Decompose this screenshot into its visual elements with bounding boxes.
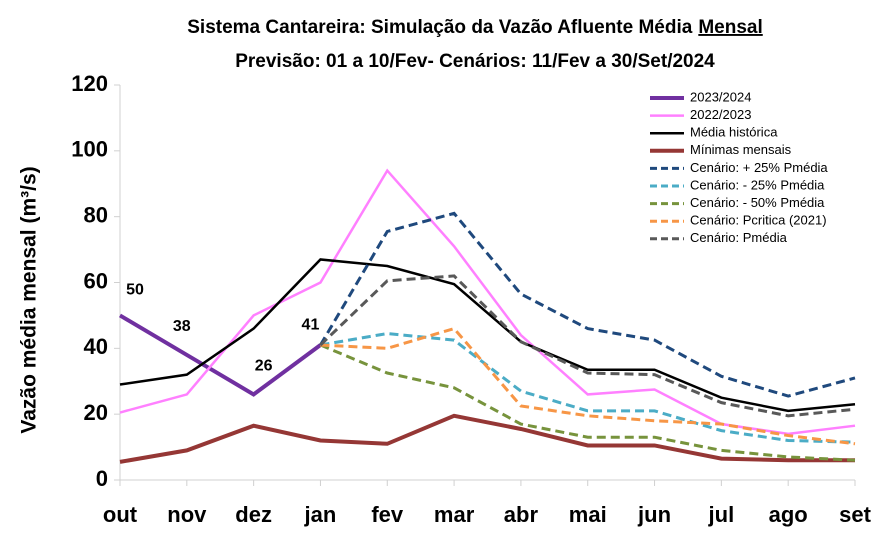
legend-label: Média histórica — [690, 125, 778, 140]
series-line — [320, 326, 856, 446]
y-tick-label: 20 — [84, 400, 108, 425]
legend-label: Cenário: - 25% Pmédia — [690, 177, 825, 192]
x-tick-label: jan — [304, 502, 337, 527]
y-tick-label: 80 — [84, 202, 108, 227]
legend-label: Mínimas mensais — [690, 142, 792, 157]
x-tick-label: set — [839, 502, 871, 527]
series-line — [320, 332, 856, 444]
legend-label: 2023/2024 — [690, 89, 751, 104]
y-tick-label: 60 — [84, 268, 108, 293]
y-axis-label: Vazão média mensal (m³/s) — [18, 166, 41, 433]
x-tick-label: jun — [637, 502, 671, 527]
x-tick-label: mar — [434, 502, 475, 527]
x-tick-label: ago — [769, 502, 808, 527]
x-tick-label: jul — [708, 502, 735, 527]
data-label: 50 — [126, 282, 144, 299]
legend-label: 2022/2023 — [690, 107, 751, 122]
chart-title: Sistema Cantareira: Simulação da Vazão A… — [187, 17, 763, 38]
legend-label: Cenário: Pcritica (2021) — [690, 213, 827, 228]
x-tick-label: fev — [371, 502, 404, 527]
data-label: 26 — [255, 358, 273, 375]
title-part: Mensal — [698, 17, 762, 38]
x-tick-label: abr — [504, 502, 539, 527]
y-tick-label: 0 — [96, 466, 108, 491]
series-line — [119, 258, 856, 413]
series-line — [319, 343, 856, 462]
y-tick-label: 40 — [84, 334, 108, 359]
series-line — [118, 313, 322, 397]
y-tick-label: 100 — [71, 137, 108, 162]
x-tick-label: nov — [167, 502, 207, 527]
series-line — [319, 274, 856, 418]
x-tick-label: dez — [235, 502, 272, 527]
title-part: Sistema Cantareira: Simulação da Vazão A… — [187, 17, 693, 38]
legend-label: Cenário: Pmédia — [690, 230, 788, 245]
series-line — [119, 413, 855, 464]
data-label: 38 — [173, 318, 191, 335]
x-tick-label: mai — [569, 502, 607, 527]
y-tick-label: 120 — [71, 71, 108, 96]
legend-label: Cenário: - 50% Pmédia — [690, 195, 825, 210]
legend-label: Cenário: + 25% Pmédia — [690, 160, 828, 175]
series-line — [319, 211, 856, 398]
x-tick-label: out — [103, 502, 138, 527]
series-line — [119, 168, 856, 436]
chart-subtitle: Previsão: 01 a 10/Fev- Cenários: 11/Fev … — [235, 51, 715, 72]
data-label: 41 — [302, 316, 320, 333]
